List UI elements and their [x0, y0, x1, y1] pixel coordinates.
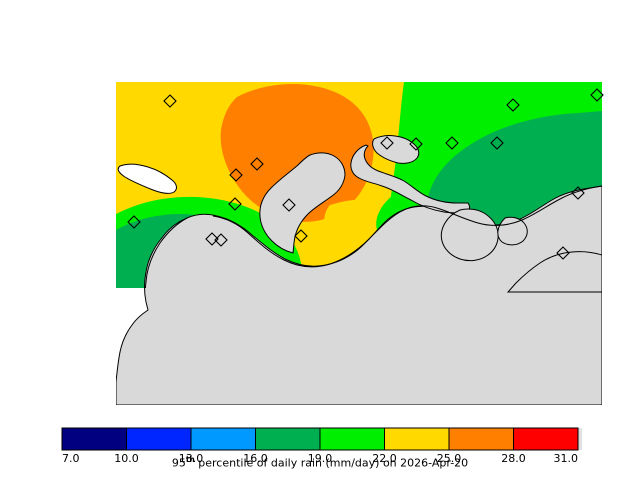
colorbar-tick-label: 16.0: [243, 452, 268, 465]
diamond-marker[interactable]: [571, 186, 585, 200]
diamond-marker[interactable]: [127, 215, 141, 229]
diamond-marker[interactable]: [250, 157, 264, 171]
caption-ordinal-suffix: th: [185, 455, 195, 464]
colorbar-band[interactable]: [255, 427, 321, 451]
diamond-marker[interactable]: [294, 229, 308, 243]
land-northeast-mainland: [506, 251, 602, 293]
land-central-peninsula: [259, 152, 346, 254]
diamond-marker[interactable]: [163, 94, 177, 108]
diamond-marker[interactable]: [205, 232, 219, 246]
colorbar-band[interactable]: [448, 427, 514, 451]
colorbar-band[interactable]: [126, 427, 192, 451]
diamond-marker[interactable]: [590, 88, 604, 102]
caption-number: 95: [171, 456, 186, 470]
colorbar-tick-label: 25.0: [437, 452, 462, 465]
diamond-marker[interactable]: [409, 137, 423, 151]
colorbar-tick-label: 22.0: [372, 452, 397, 465]
land-southeast-islets: [440, 208, 499, 262]
land-layer: [116, 135, 602, 405]
colorbar-tick-label: 31.0: [554, 452, 579, 465]
map-panel: [0, 0, 640, 420]
diamond-marker[interactable]: [490, 136, 504, 150]
diamond-marker[interactable]: [380, 136, 394, 150]
caption-text: percentile of daily rain (mm/day) on 202…: [194, 456, 469, 470]
colorbar-panel: 7.0 10.0 13.0 16.0 19.0 22.0 25.0 28.0 31.0: [0, 418, 640, 480]
diamond-marker[interactable]: [228, 197, 242, 211]
colorbar-tick-label: 13.0: [179, 452, 204, 465]
map-canvas[interactable]: [0, 0, 640, 420]
colorbar-tick-label: 10.0: [114, 452, 139, 465]
land-north-islets: [372, 135, 420, 164]
colorbar-caption: 95th percentile of daily rain (mm/day) o…: [0, 455, 640, 470]
colorbar-tick-labels: 7.0 10.0 13.0 16.0 19.0 22.0 25.0 28.0 31.0: [62, 452, 578, 465]
diamond-marker[interactable]: [556, 246, 570, 260]
diamond-marker[interactable]: [229, 168, 243, 182]
colorbar-tick-label: 28.0: [501, 452, 526, 465]
diamond-marker[interactable]: [445, 136, 459, 150]
colorbar-band[interactable]: [384, 427, 450, 451]
colorbar-bands[interactable]: [61, 427, 579, 451]
diamond-marker[interactable]: [214, 233, 228, 247]
colorbar-band[interactable]: [61, 427, 127, 451]
diamond-marker[interactable]: [282, 198, 296, 212]
colorbar-band[interactable]: [513, 427, 579, 451]
diamond-marker[interactable]: [506, 98, 520, 112]
colorbar-tick-label: 19.0: [308, 452, 333, 465]
coastline-layer: [144, 185, 602, 288]
colorbar-tick-label: 7.0: [62, 452, 80, 465]
colorbar-canvas: 7.0 10.0 13.0 16.0 19.0 22.0 25.0 28.0 31.0: [61, 427, 582, 465]
station-marker-layer[interactable]: [127, 88, 604, 260]
land-islet-east: [497, 216, 528, 246]
colorbar-band[interactable]: [319, 427, 385, 451]
land-northwest-spit: [117, 163, 177, 194]
colorbar-band[interactable]: [190, 427, 256, 451]
